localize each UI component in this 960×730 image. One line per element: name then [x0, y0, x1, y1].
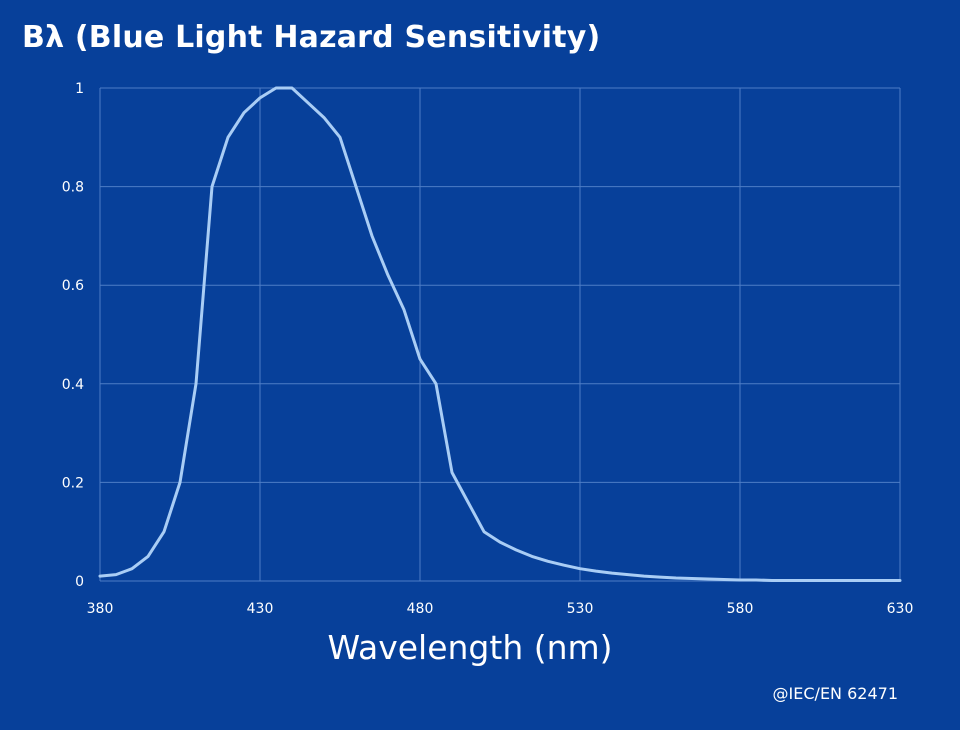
x-tick-label: 380 — [87, 601, 114, 617]
x-tick-label: 530 — [567, 601, 594, 617]
x-axis-label: Wavelength (nm) — [327, 628, 613, 667]
y-tick-label: 0.2 — [62, 475, 84, 491]
x-tick-label: 430 — [247, 601, 274, 617]
y-tick-label: 1 — [75, 81, 84, 97]
x-tick-label: 630 — [887, 601, 914, 617]
source-credit: @IEC/EN 62471 — [772, 684, 898, 703]
chart-title: Bλ (Blue Light Hazard Sensitivity) — [22, 20, 601, 55]
x-tick-label: 580 — [727, 601, 754, 617]
y-tick-label: 0.8 — [62, 180, 84, 196]
y-tick-label: 0 — [75, 574, 84, 590]
tick-labels: 380 430 480 530 580 630 0 0.2 0.4 0.6 0.8 1 — [62, 81, 914, 617]
series-line — [98, 86, 902, 582]
series-layer — [98, 86, 902, 582]
y-tick-label: 0.4 — [62, 377, 84, 393]
x-tick-label: 480 — [407, 601, 434, 617]
y-tick-label: 0.6 — [62, 278, 84, 294]
